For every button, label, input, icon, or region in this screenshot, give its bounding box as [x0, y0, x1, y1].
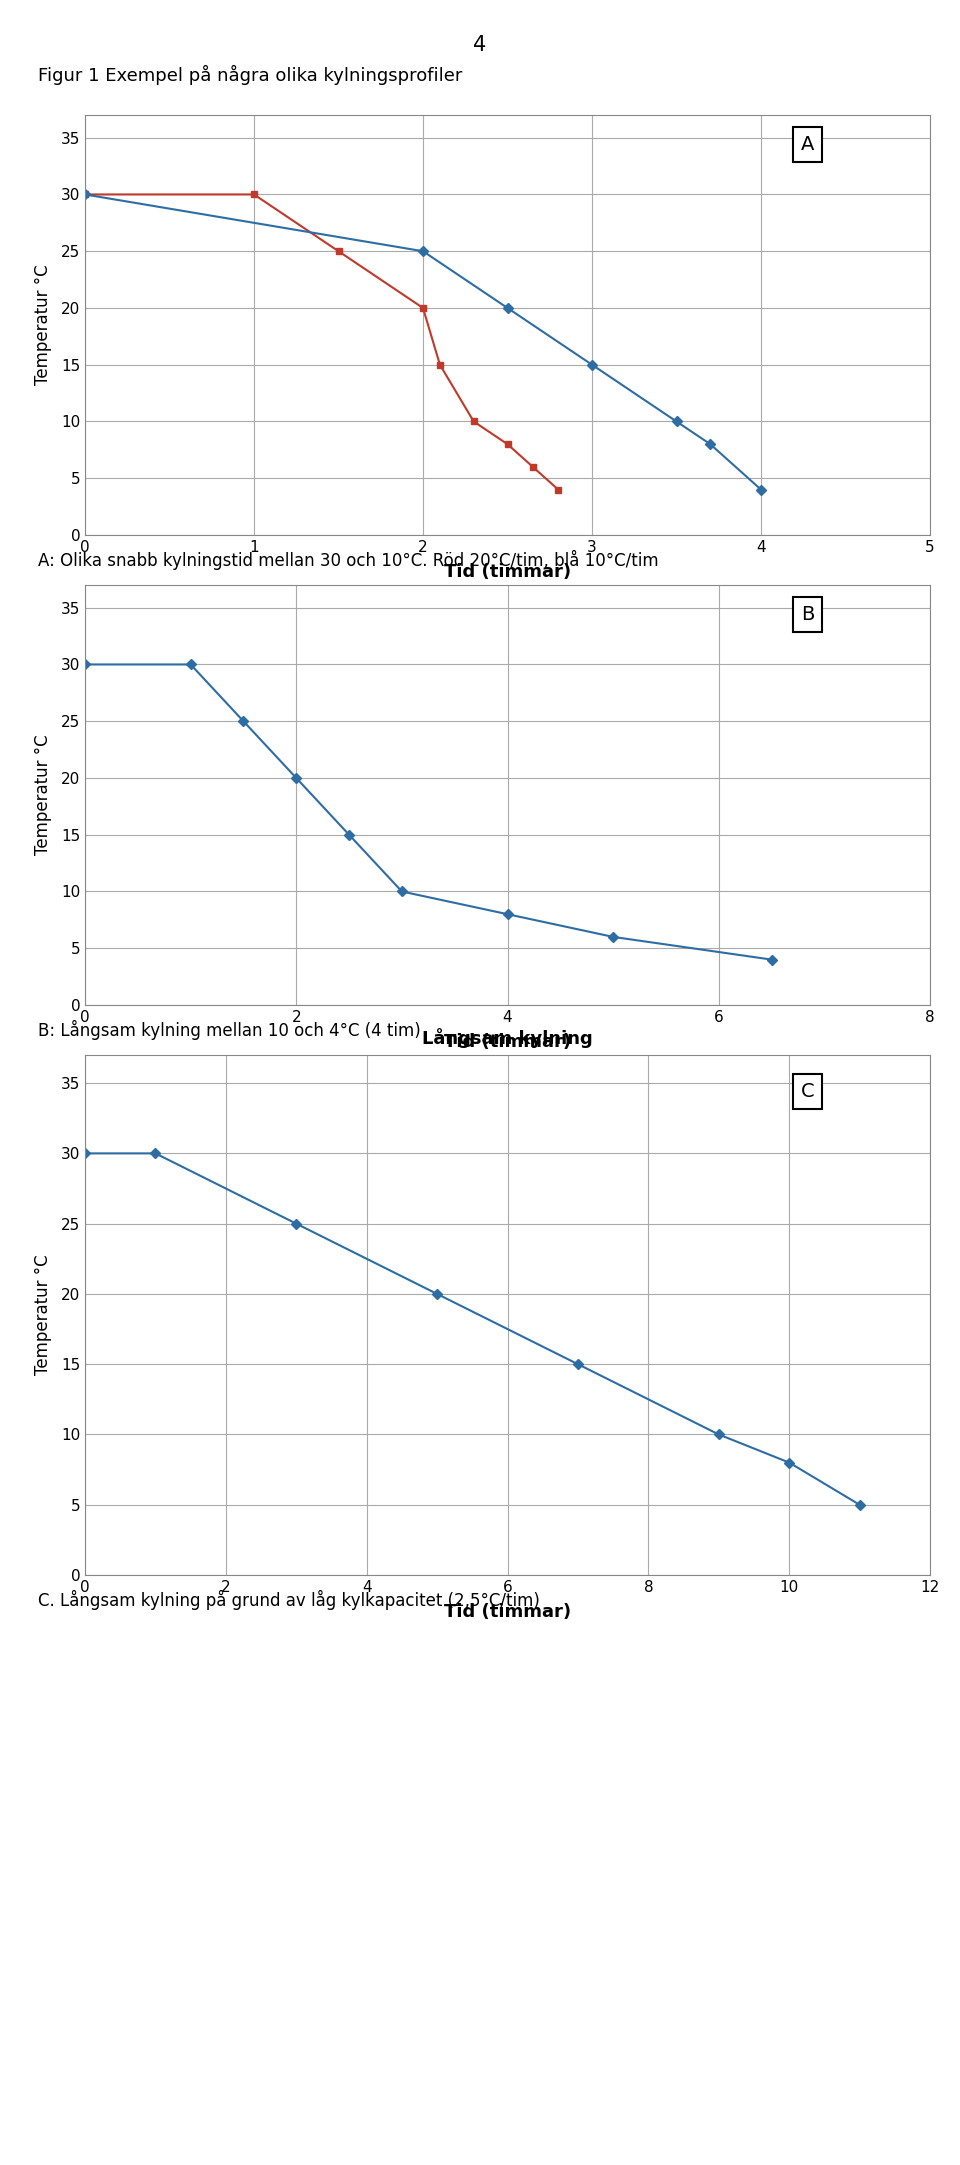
X-axis label: Tid (timmar): Tid (timmar) [444, 563, 571, 580]
Text: A: A [801, 134, 814, 154]
Title: Långsam kylning: Långsam kylning [422, 1028, 593, 1048]
Text: 4: 4 [473, 35, 487, 54]
Text: C. Långsam kylning på grund av låg kylkapacitet (2,5°C/tim): C. Långsam kylning på grund av låg kylka… [38, 1589, 540, 1611]
Y-axis label: Temperatur °C: Temperatur °C [35, 1256, 53, 1375]
Y-axis label: Temperatur °C: Temperatur °C [35, 264, 53, 385]
Text: B: Långsam kylning mellan 10 och 4°C (4 tim): B: Långsam kylning mellan 10 och 4°C (4 … [38, 1020, 421, 1039]
Y-axis label: Temperatur °C: Temperatur °C [35, 734, 53, 855]
Text: A: Olika snabb kylningstid mellan 30 och 10°C. Röd 20°C/tim, blå 10°C/tim: A: Olika snabb kylningstid mellan 30 och… [38, 550, 659, 569]
X-axis label: Tid (timmar): Tid (timmar) [444, 1604, 571, 1622]
Text: Figur 1 Exempel på några olika kylningsprofiler: Figur 1 Exempel på några olika kylningsp… [38, 65, 463, 84]
Text: C: C [801, 1082, 814, 1100]
Text: B: B [801, 604, 814, 624]
X-axis label: Tid (timmar): Tid (timmar) [444, 1033, 571, 1052]
